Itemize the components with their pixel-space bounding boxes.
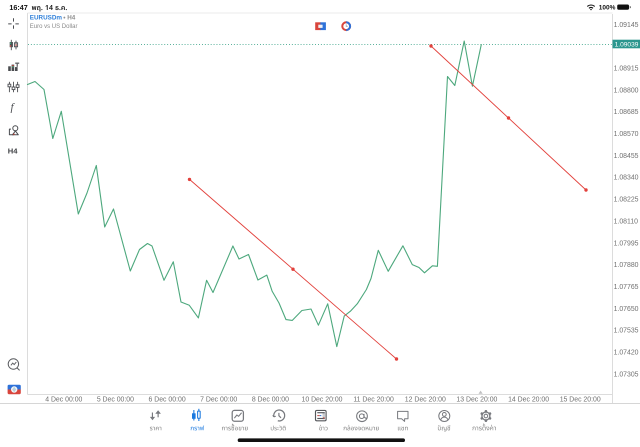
svg-text:11 Dec 20:00: 11 Dec 20:00 <box>353 397 394 404</box>
svg-text:7 Dec 00:00: 7 Dec 00:00 <box>200 397 237 404</box>
svg-text:1.07650: 1.07650 <box>614 306 639 313</box>
svg-text:12 Dec 20:00: 12 Dec 20:00 <box>405 397 446 404</box>
svg-text:1.07535: 1.07535 <box>614 328 639 335</box>
svg-text:H4: H4 <box>8 147 18 156</box>
svg-text:EURUSDm: EURUSDm <box>30 15 63 22</box>
svg-text:1.07880: 1.07880 <box>614 262 639 269</box>
svg-text:10 Dec 20:00: 10 Dec 20:00 <box>302 397 343 404</box>
svg-text:• H4: • H4 <box>63 15 76 22</box>
svg-text:f: f <box>11 102 16 114</box>
svg-text:6 Dec 00:00: 6 Dec 00:00 <box>149 397 186 404</box>
svg-text:1.08225: 1.08225 <box>614 197 639 204</box>
svg-text:Euro vs US Dollar: Euro vs US Dollar <box>30 24 78 30</box>
svg-text:1.08340: 1.08340 <box>614 175 639 182</box>
svg-text:5 Dec 00:00: 5 Dec 00:00 <box>97 397 134 404</box>
svg-text:1.07420: 1.07420 <box>614 350 639 357</box>
svg-text:16:47: 16:47 <box>9 3 27 12</box>
svg-text:8 Dec 00:00: 8 Dec 00:00 <box>252 397 289 404</box>
svg-text:1.09145: 1.09145 <box>614 22 639 29</box>
svg-text:1.08915: 1.08915 <box>614 66 639 73</box>
svg-text:4 Dec 00:00: 4 Dec 00:00 <box>45 397 82 404</box>
svg-text:1.08455: 1.08455 <box>614 153 639 160</box>
svg-text:1.09039: 1.09039 <box>615 42 639 49</box>
svg-text:100%: 100% <box>599 4 616 11</box>
svg-text:14 Dec 20:00: 14 Dec 20:00 <box>508 397 549 404</box>
svg-text:1.08800: 1.08800 <box>614 87 639 94</box>
svg-text:13 Dec 20:00: 13 Dec 20:00 <box>456 397 497 404</box>
svg-text:1.07995: 1.07995 <box>614 240 639 247</box>
svg-text:1.07765: 1.07765 <box>614 284 639 291</box>
svg-text:15 Dec 20:00: 15 Dec 20:00 <box>560 397 601 404</box>
svg-text:1.08685: 1.08685 <box>614 109 639 116</box>
svg-text:1.07305: 1.07305 <box>614 371 639 378</box>
svg-text:1.08570: 1.08570 <box>614 131 639 138</box>
svg-text:1.08110: 1.08110 <box>614 218 639 225</box>
